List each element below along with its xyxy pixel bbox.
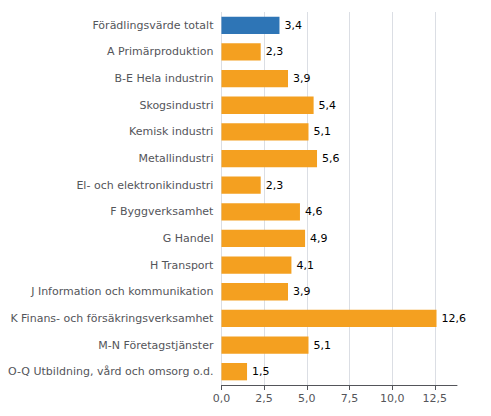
svg-text:5,1: 5,1: [313, 125, 331, 138]
svg-text:5,0: 5,0: [298, 392, 316, 405]
svg-text:A Primärproduktion: A Primärproduktion: [107, 45, 213, 58]
svg-text:B-E Hela industrin: B-E Hela industrin: [115, 72, 214, 85]
svg-text:J Information och kommunikatio: J Information och kommunikation: [30, 285, 213, 298]
svg-text:M-N Företagstjänster: M-N Företagstjänster: [98, 339, 214, 352]
svg-text:El- och elektronikindustri: El- och elektronikindustri: [76, 179, 213, 192]
svg-text:10,0: 10,0: [380, 392, 405, 405]
svg-text:H Transport: H Transport: [150, 259, 214, 272]
svg-text:12,6: 12,6: [442, 312, 467, 325]
svg-text:F Byggverksamhet: F Byggverksamhet: [110, 205, 214, 218]
svg-text:Skogsindustri: Skogsindustri: [139, 99, 213, 112]
svg-text:O-Q Utbildning, vård och omsor: O-Q Utbildning, vård och omsorg o.d.: [8, 365, 213, 378]
svg-text:Kemisk industri: Kemisk industri: [129, 125, 213, 138]
svg-text:3,9: 3,9: [293, 72, 311, 85]
svg-text:G Handel: G Handel: [163, 232, 214, 245]
svg-text:4,6: 4,6: [305, 205, 323, 218]
svg-text:5,6: 5,6: [322, 152, 340, 165]
svg-text:2,3: 2,3: [266, 179, 284, 192]
svg-text:Metallindustri: Metallindustri: [138, 152, 213, 165]
svg-text:3,4: 3,4: [284, 19, 302, 32]
svg-text:0,0: 0,0: [213, 392, 231, 405]
svg-text:2,3: 2,3: [266, 45, 284, 58]
svg-text:4,1: 4,1: [296, 259, 314, 272]
svg-text:5,4: 5,4: [319, 99, 337, 112]
svg-text:5,1: 5,1: [313, 339, 331, 352]
svg-text:1,5: 1,5: [252, 365, 270, 378]
svg-text:12,5: 12,5: [423, 392, 448, 405]
svg-text:2,5: 2,5: [255, 392, 273, 405]
svg-text:K Finans- och försäkringsverks: K Finans- och försäkringsverksamhet: [10, 312, 214, 325]
svg-text:4,9: 4,9: [310, 232, 328, 245]
svg-text:7,5: 7,5: [341, 392, 359, 405]
svg-text:Förädlingsvärde totalt: Förädlingsvärde totalt: [92, 19, 214, 32]
svg-text:3,9: 3,9: [293, 285, 311, 298]
